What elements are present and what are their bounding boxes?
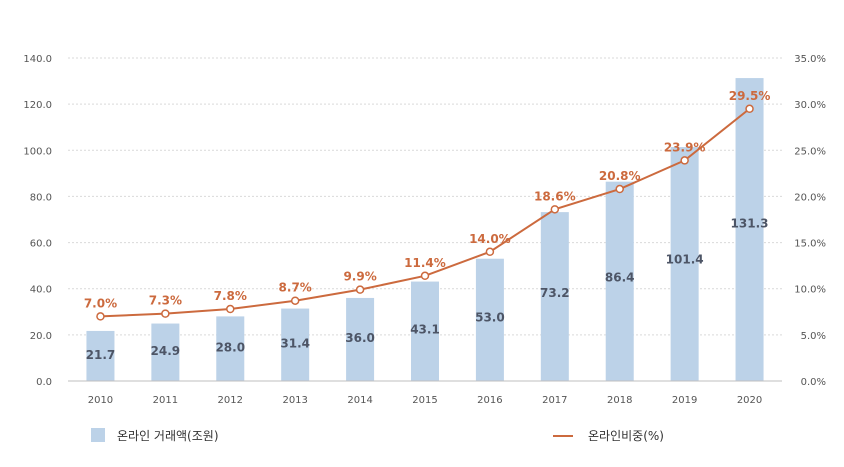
x-tick-label: 2015 (412, 395, 437, 406)
bar (281, 308, 310, 381)
x-tick-label: 2018 (607, 395, 632, 406)
bar (151, 323, 180, 381)
x-tick-label: 2016 (477, 395, 502, 406)
bar-value-label: 31.4 (280, 336, 310, 350)
line-point (96, 312, 105, 321)
y-left-tick-label: 120.0 (23, 100, 52, 111)
y-left-tick-label: 80.0 (30, 192, 52, 203)
y-right-tick-label: 5.0% (801, 331, 826, 342)
y-left-tick-label: 20.0 (30, 331, 52, 342)
bar-series: 21.7 24.9 28.0 31.4 36.0 43.1 53.0 73.2 86.4 101.… (86, 78, 769, 381)
x-tick-label: 2017 (542, 395, 567, 406)
legend-bar-swatch (91, 428, 105, 442)
bar-value-label: 28.0 (215, 340, 245, 354)
bar-value-label: 86.4 (605, 270, 635, 284)
bar-value-label: 131.3 (731, 216, 769, 230)
line-point (615, 184, 624, 194)
bar-value-label: 101.4 (666, 252, 704, 266)
line-point (745, 104, 754, 114)
line-value-label: 18.6% (534, 189, 576, 203)
x-tick-label: 2012 (218, 395, 243, 406)
y-left-tick-label: 60.0 (30, 239, 52, 250)
y-left-tick-label: 140.0 (23, 54, 52, 65)
bar (605, 181, 634, 381)
x-tick-label: 2013 (282, 395, 307, 406)
bar-value-label: 43.1 (410, 322, 440, 336)
y-right-tick-label: 10.0% (794, 285, 826, 296)
line-series: 7.0% 7.3% 7.8% 8.7% 9.9% 11.4% 14.0% 18.6% 20.8%… (84, 89, 771, 321)
line-value-label: 11.4% (404, 256, 446, 270)
y-left-tick-label: 100.0 (23, 146, 52, 157)
bar-value-label: 73.2 (540, 286, 570, 300)
bar (86, 330, 115, 381)
bar (411, 281, 439, 381)
line-value-label: 23.9% (664, 140, 706, 154)
x-tick-label: 2011 (153, 395, 178, 406)
y-left-tick-label: 40.0 (30, 285, 52, 296)
line-point (161, 309, 170, 318)
line-point (355, 285, 365, 294)
line-value-label: 9.9% (343, 270, 376, 284)
line-point (680, 156, 689, 165)
bar-value-label: 24.9 (151, 344, 181, 358)
y-right-tick-label: 0.0% (801, 377, 826, 388)
line-value-label: 29.5% (729, 89, 771, 103)
y-left-tick-label: 0.0 (36, 377, 52, 388)
y-right-tick-label: 20.0% (794, 192, 826, 203)
y-right-tick-label: 35.0% (794, 54, 826, 65)
bar-value-label: 53.0 (475, 310, 505, 324)
line-value-label: 8.7% (279, 281, 312, 295)
y-right-tick-label: 25.0% (794, 146, 826, 157)
bar (540, 212, 569, 381)
bar (475, 258, 504, 381)
line-value-label: 14.0% (469, 232, 511, 246)
legend: 온라인 거래액(조원) 온라인비중(%) (91, 428, 664, 443)
legend-line-label: 온라인비중(%) (588, 429, 664, 443)
line-value-label: 7.3% (149, 294, 182, 308)
x-tick-label: 2020 (737, 395, 762, 406)
legend-bar-label: 온라인 거래액(조원) (117, 429, 219, 443)
line-point (420, 271, 430, 281)
bar (346, 297, 375, 381)
line-point (226, 304, 235, 314)
bar (670, 147, 699, 381)
x-tick-label: 2010 (88, 395, 113, 406)
y-right-tick-label: 15.0% (794, 239, 826, 250)
line-value-label: 20.8% (599, 169, 641, 183)
y-right-tick-label: 30.0% (794, 100, 826, 111)
line-point (485, 247, 495, 257)
line-point (550, 205, 560, 214)
x-tick-label: 2019 (672, 395, 697, 406)
bar-value-label: 36.0 (345, 331, 375, 345)
bar (735, 78, 764, 381)
line-point (290, 296, 300, 305)
bar-value-label: 21.7 (86, 348, 116, 362)
line-value-label: 7.0% (84, 296, 117, 310)
x-tick-label: 2014 (347, 395, 372, 406)
line-value-label: 7.8% (214, 289, 247, 303)
bar (216, 316, 245, 381)
axes: 0.0 20.0 40.0 60.0 80.0 100.0 120.0 140.0 0.0% 5.… (23, 54, 826, 406)
